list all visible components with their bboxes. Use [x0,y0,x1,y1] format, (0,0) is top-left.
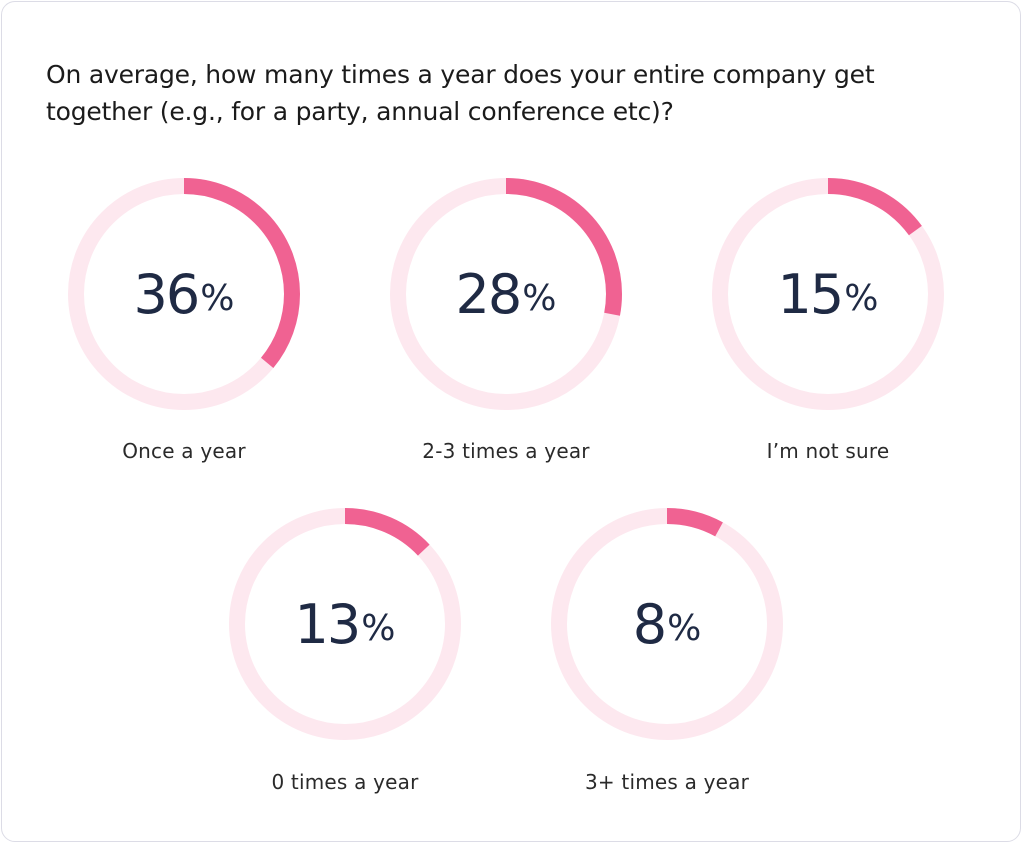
donut-svg [390,178,622,410]
donut-value: 15% [711,177,945,411]
donut-value: 36% [67,177,301,411]
donut-svg [229,508,461,740]
donut-chart-2-3-times-a-year: 28% [389,177,623,411]
donut-chart-0-times-a-year: 13% [228,507,462,741]
donut-value: 28% [389,177,623,411]
donut-label: 2-3 times a year [422,439,590,463]
donut-value-number: 36 [133,262,201,326]
donut-arc [229,508,461,740]
donut-arc [551,508,783,740]
percent-sign: % [200,277,235,319]
donut-label: 3+ times a year [584,770,750,794]
donut-arc [68,178,300,410]
donut-value-number: 28 [455,262,523,326]
donut-arc [390,178,622,410]
donut-value: 8% [550,507,784,741]
donut-svg [712,178,944,410]
percent-sign: % [844,277,879,319]
chart-title: On average, how many times a year does y… [46,60,875,126]
donut-svg [551,508,783,740]
donut-label: Once a year [122,439,246,463]
donut-value: 13% [228,507,462,741]
percent-sign: % [522,277,557,319]
donut-value-number: 13 [294,592,362,656]
donut-chart-3-plus-times-a-year: 8% [550,507,784,741]
donut-chart-once-a-year: 36% [67,177,301,411]
donut-value-number: 15 [777,262,845,326]
donut-label: I’m not sure [766,439,890,463]
percent-sign: % [361,607,396,649]
donut-chart-not-sure: 15% [711,177,945,411]
donut-arc [712,178,944,410]
donut-svg [68,178,300,410]
percent-sign: % [667,607,702,649]
donut-value-number: 8 [632,592,667,656]
donut-label: 0 times a year [271,770,419,794]
